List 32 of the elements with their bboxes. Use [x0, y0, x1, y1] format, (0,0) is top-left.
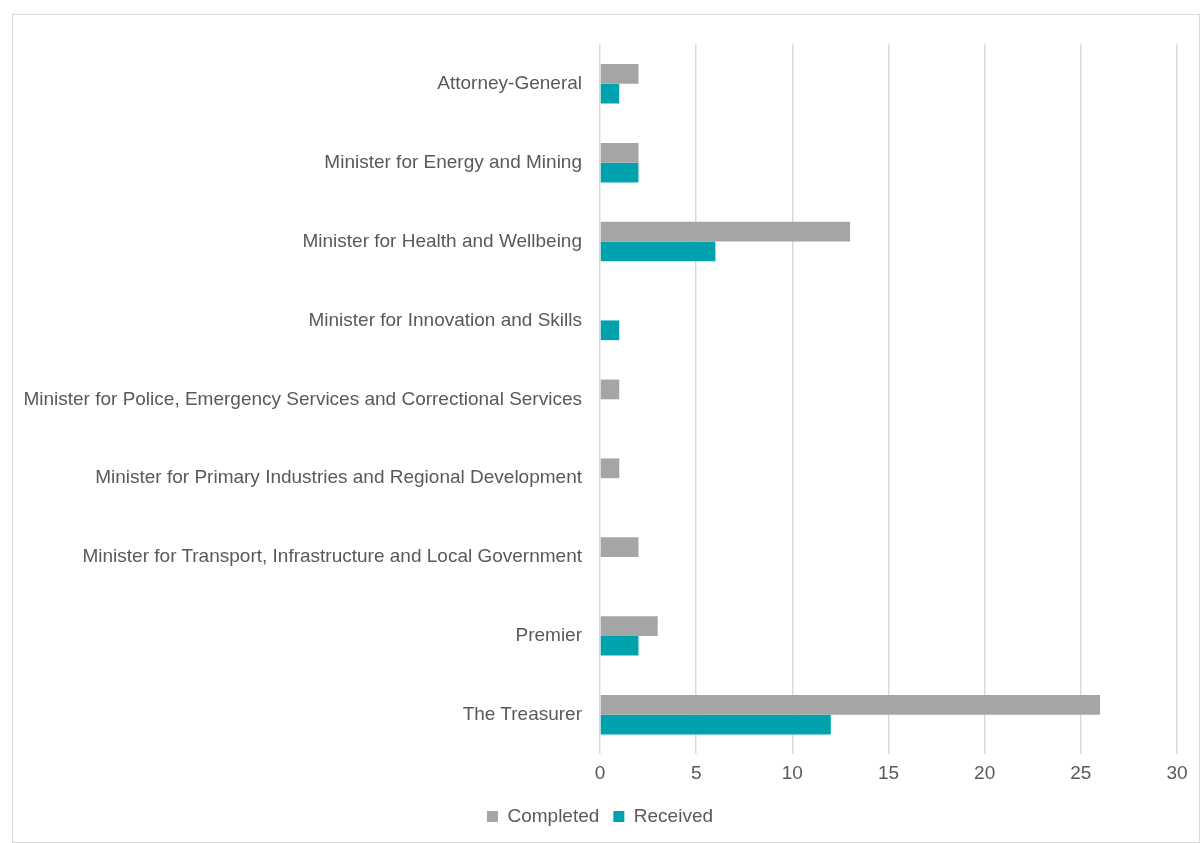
bar: [600, 379, 620, 400]
x-tick-label: 20: [974, 761, 996, 783]
x-tick-label: 10: [781, 761, 803, 783]
y-tick-label: Minister for Primary Industries and Regional Development: [95, 466, 583, 488]
x-tick-label: 0: [594, 761, 606, 783]
bar: [600, 162, 639, 183]
bar: [600, 320, 620, 341]
bar: [600, 635, 639, 656]
y-tick-label: Minister for Health and Wellbeing: [302, 229, 582, 251]
bar: [600, 695, 1101, 715]
y-tick-label: Attorney-General: [437, 72, 582, 94]
bar: [600, 458, 620, 479]
x-tick-label: 5: [690, 761, 702, 783]
legend-label: Completed: [507, 804, 600, 826]
x-tick-label: 25: [1070, 761, 1092, 783]
y-tick-label: Minister for Energy and Mining: [324, 150, 582, 172]
bar: [600, 142, 639, 163]
bar: [600, 83, 620, 104]
bar: [600, 616, 658, 636]
y-tick-label: Minister for Police, Emergency Services and Correctional Services: [23, 387, 582, 409]
y-tick-label: Minister for Innovation and Skills: [308, 308, 582, 330]
x-tick-label: 15: [877, 761, 900, 783]
bar: [600, 537, 639, 558]
bar: [600, 64, 639, 84]
y-tick-label: Premier: [515, 624, 583, 646]
bar: [600, 221, 851, 242]
bar: [600, 241, 716, 262]
bar: [600, 714, 831, 735]
legend-label: Received: [633, 804, 714, 826]
y-tick-label: Minister for Transport, Infrastructure and Local Government: [82, 545, 583, 567]
x-tick-label: 30: [1166, 761, 1188, 783]
y-tick-label: The Treasurer: [462, 703, 583, 724]
